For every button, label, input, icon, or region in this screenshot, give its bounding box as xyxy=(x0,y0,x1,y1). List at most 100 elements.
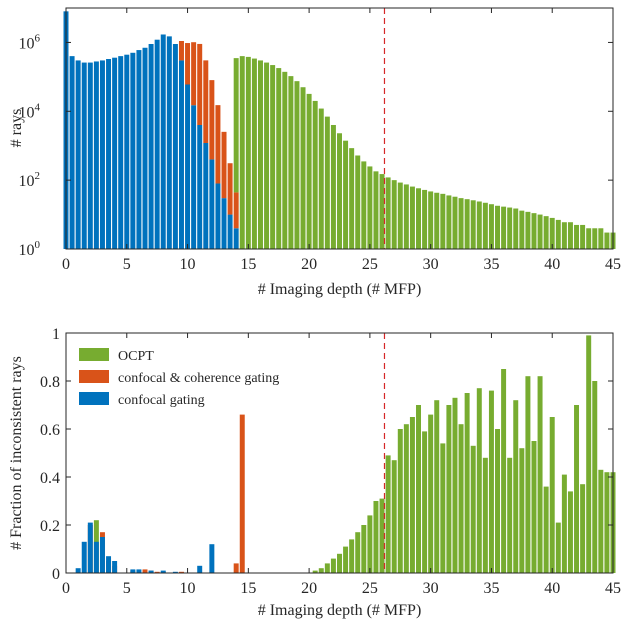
bottom-x-tick-label: 0 xyxy=(62,580,70,597)
top-bar-confocal-gating xyxy=(124,54,130,250)
top-bar-ocpt xyxy=(561,222,567,249)
top-bar-ocpt xyxy=(337,133,342,249)
top-bar-ocpt xyxy=(361,161,367,249)
bottom-bar-confocal-coherence-gating xyxy=(142,569,148,573)
bottom-bar-ocpt xyxy=(361,525,367,573)
ray-count-panel: 0 5 10 15 20 25 30 35 40 45 100 102 104 106 # Imagin… xyxy=(8,7,621,298)
bottom-bar-ocpt xyxy=(561,474,567,573)
bottom-bar-ocpt xyxy=(604,472,610,573)
top-bar-confocal-gating xyxy=(75,60,81,250)
top-bar-ocpt xyxy=(488,204,494,249)
top-bar-confocal-coherence-gating xyxy=(215,105,221,184)
bottom-x-tick-label: 20 xyxy=(301,580,317,597)
top-bar-confocal-gating xyxy=(87,62,93,249)
top-bar-confocal-gating xyxy=(93,61,99,250)
top-bar-confocal-gating xyxy=(209,159,215,249)
top-bar-ocpt xyxy=(531,213,537,249)
top-x-tick-label: 45 xyxy=(605,256,621,273)
bottom-bar-ocpt xyxy=(373,501,379,573)
bottom-bar-ocpt xyxy=(318,568,324,573)
top-bar-ocpt xyxy=(513,208,519,249)
top-x-tick-label: 5 xyxy=(123,256,131,273)
top-bar-ocpt xyxy=(495,205,501,249)
bottom-bar-ocpt xyxy=(519,448,525,573)
bottom-bar-confocal-gating xyxy=(81,541,87,573)
top-bar-ocpt xyxy=(306,93,312,249)
top-bar-confocal-coherence-gating xyxy=(191,42,197,106)
bottom-bar-confocal-coherence-gating xyxy=(178,571,184,573)
top-y-ticks: 100 102 104 106 xyxy=(19,32,613,259)
top-bar-confocal-gating xyxy=(136,50,142,249)
top-x-tick-label: 10 xyxy=(180,256,196,273)
top-bar-ocpt xyxy=(282,71,288,249)
bottom-bar-confocal-gating xyxy=(75,568,81,573)
top-bar-ocpt xyxy=(276,68,282,249)
top-y-tick-label: 100 xyxy=(19,239,41,259)
top-bar-confocal-gating xyxy=(178,60,184,250)
top-bar-confocal-gating xyxy=(227,214,233,249)
top-bar-confocal-gating xyxy=(233,228,239,249)
bottom-bar-ocpt xyxy=(337,553,342,573)
bottom-bar-ocpt xyxy=(549,417,555,573)
top-bar-confocal-gating xyxy=(191,105,197,249)
bottom-bar-ocpt xyxy=(501,369,507,573)
top-bar-ocpt xyxy=(385,177,391,249)
bottom-bar-ocpt xyxy=(452,397,458,573)
top-bar-ocpt xyxy=(501,206,507,249)
top-bar-ocpt xyxy=(567,222,573,249)
top-x-tick-label: 25 xyxy=(362,256,378,273)
bottom-y-tick-label: 1 xyxy=(52,326,60,343)
fraction-panel: 0 5 10 15 20 25 30 35 40 45 0 0.2 0.4 0.6 0.8 1 # Imag… xyxy=(8,326,621,619)
bottom-bar-confocal-gating xyxy=(93,541,99,573)
top-bar-ocpt xyxy=(537,214,543,249)
legend-swatch-confocal xyxy=(79,392,109,405)
top-y-tick-label: 106 xyxy=(19,32,41,52)
top-bar-ocpt xyxy=(245,56,251,250)
top-bar-ocpt xyxy=(403,184,409,249)
bottom-bar-ocpt xyxy=(567,491,573,573)
top-bar-ocpt xyxy=(598,228,604,249)
top-bar-confocal-gating xyxy=(142,47,148,250)
bottom-bar-ocpt xyxy=(330,558,336,573)
top-bar-ocpt xyxy=(416,188,421,249)
top-bar-ocpt xyxy=(422,189,428,249)
bottom-bar-ocpt xyxy=(428,414,434,573)
legend-label-coherence: confocal & coherence gating xyxy=(118,371,279,386)
bottom-bar-ocpt xyxy=(495,429,501,573)
top-x-ticks: 0 5 10 15 20 25 30 35 40 45 xyxy=(62,8,621,273)
top-bar-ocpt xyxy=(373,171,379,249)
bottom-bar-ocpt xyxy=(422,431,428,573)
bottom-x-tick-label: 30 xyxy=(423,580,439,597)
top-bar-confocal-gating xyxy=(185,84,191,249)
top-bars xyxy=(63,11,616,250)
bottom-bar-ocpt xyxy=(440,443,446,573)
top-bar-ocpt xyxy=(464,199,470,249)
top-x-tick-label: 30 xyxy=(423,256,439,273)
bottom-bar-ocpt xyxy=(367,515,373,573)
bottom-bar-confocal-coherence-gating xyxy=(233,563,239,573)
bottom-bar-ocpt xyxy=(458,424,464,573)
bottom-bar-confocal-gating xyxy=(160,570,166,573)
top-bar-ocpt xyxy=(428,191,434,249)
legend-swatch-coherence xyxy=(79,370,109,383)
bottom-y-tick-label: 0.2 xyxy=(40,518,60,535)
bottom-y-tick-label: 0.4 xyxy=(40,470,60,487)
bottom-bar-confocal-gating xyxy=(99,537,105,573)
bottom-y-tick-label: 0.8 xyxy=(40,374,60,391)
bottom-bar-ocpt xyxy=(592,381,598,573)
bottom-bar-ocpt xyxy=(476,388,482,573)
top-bar-ocpt xyxy=(258,60,263,250)
top-bar-ocpt xyxy=(580,224,586,249)
top-bar-ocpt xyxy=(288,76,294,249)
bottom-bar-ocpt xyxy=(391,460,397,573)
top-y-axis-label: # rays xyxy=(8,109,25,148)
top-bar-ocpt xyxy=(604,232,610,249)
top-bar-ocpt xyxy=(312,100,318,249)
top-bar-confocal-gating xyxy=(160,34,166,249)
bottom-y-axis-label: # Fraction of inconsistent rays xyxy=(8,356,25,550)
bottom-bar-confocal-gating xyxy=(148,570,154,573)
top-axes-box xyxy=(65,7,614,250)
top-bar-confocal-coherence-gating xyxy=(197,43,203,125)
bottom-bar-ocpt xyxy=(403,424,409,573)
top-y-tick-label: 102 xyxy=(19,170,41,190)
